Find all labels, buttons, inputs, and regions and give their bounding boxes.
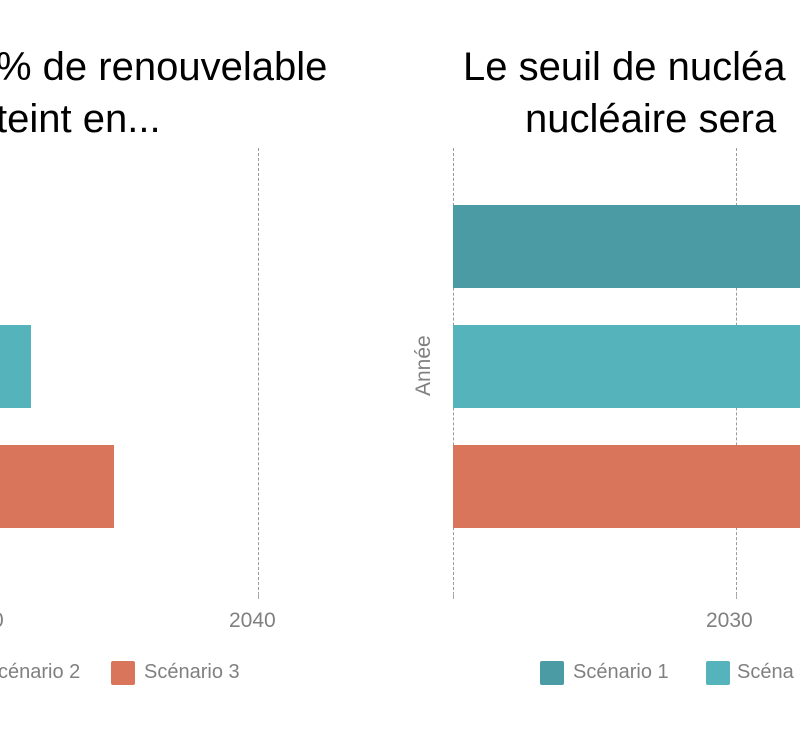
- right-bar-scenario-2: [453, 325, 800, 408]
- right-bar-scenario-3: [453, 445, 800, 528]
- left-title-line-1: % de renouvelable: [0, 45, 328, 89]
- left-bar-scenario-2: [0, 325, 31, 408]
- right-title-line-2: nucléaire sera: [525, 97, 777, 141]
- right-legend-label-scenario-1: Scénario 1: [573, 661, 669, 683]
- right-tick-2020: [453, 593, 454, 599]
- left-legend-label-scenario-3: Scénario 3: [144, 661, 240, 683]
- right-title-line-1: Le seuil de nucléa: [463, 45, 786, 89]
- right-legend-swatch-scenario-1: [540, 661, 564, 685]
- left-bar-scenario-3: [0, 445, 115, 528]
- left-title-line-2: teint en...: [0, 97, 161, 141]
- right-tick-label-2030: 2030: [706, 609, 753, 632]
- right-legend-swatch-scenario-2: [706, 661, 730, 685]
- left-legend-swatch-scenario-3: [111, 661, 135, 685]
- left-gridline-2040: [258, 148, 259, 595]
- right-tick-2030: [736, 593, 737, 599]
- left-tick-label-2040: 2040: [229, 609, 276, 632]
- left-legend-label-scenario-2: cénario 2: [0, 661, 81, 683]
- right-y-axis-label: Année: [412, 335, 435, 396]
- left-tick-2040: [258, 593, 259, 599]
- right-legend-label-scenario-2: Scéna: [737, 661, 794, 683]
- left-tick-label-2030: 0: [0, 609, 4, 633]
- right-bar-scenario-1: [453, 205, 800, 288]
